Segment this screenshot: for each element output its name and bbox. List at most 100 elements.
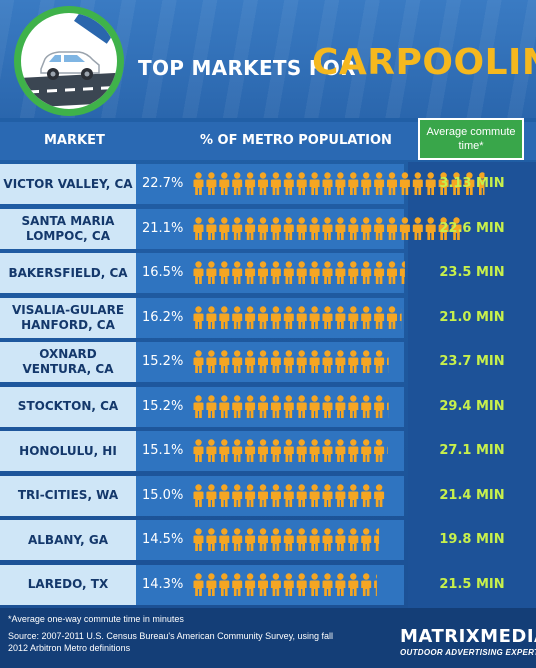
person-icon [219,305,230,329]
person-icon [219,572,230,596]
person-icon [193,483,204,507]
person-icon [374,483,385,507]
person-icon [348,439,359,462]
person-icon [335,216,346,240]
person-icon [296,528,307,551]
person-icon [232,261,243,284]
person-icon [232,394,243,418]
person-icon [451,172,462,195]
person-icon [348,305,359,329]
person-icon [296,305,307,329]
person-icon [361,305,372,329]
person-icon [245,172,256,195]
person-icon [361,572,372,596]
person-icon [374,439,385,462]
person-icon [232,439,243,462]
person-icon [322,261,333,284]
person-icon [270,483,281,507]
person-icon [335,528,346,551]
person-icon [206,572,217,596]
market-name: BAKERSFIELD, CA [0,253,136,293]
pct-cell [136,208,404,249]
person-icon [219,394,230,418]
person-icon [387,172,397,195]
market-name: LAREDO, TX [0,564,136,605]
person-icon [348,572,359,596]
person-icon [309,305,320,329]
person-icon [245,483,256,507]
person-icon [374,172,385,195]
person-icon-bar [193,350,389,373]
market-name: SANTA MARIA LOMPOC, CA [0,208,136,249]
table-row: TRI-CITIES, WA 15.0% 21.4 MIN [0,475,536,516]
person-icon [335,394,346,418]
brand-tagline: OUTDOOR ADVERTISING EXPERTS [400,648,536,657]
person-icon-bar [193,572,377,596]
person-icon [412,216,423,240]
person-icon [245,350,256,373]
person-icon [206,439,217,462]
person-icon [322,216,333,240]
person-icon [258,483,268,507]
person-icon [374,528,380,551]
pct-label: 14.5% [142,532,184,547]
pct-label: 16.2% [142,309,184,325]
market-name: OXNARD VENTURA, CA [0,342,136,382]
person-icon [232,528,243,551]
person-icon [219,216,230,240]
person-icon [193,216,204,240]
person-icon [348,528,359,551]
person-icon [348,483,359,507]
person-icon [193,261,204,284]
pct-label: 15.2% [142,354,184,369]
person-icon [193,439,204,462]
person-icon [232,350,243,373]
person-icon [193,172,204,195]
table-row: ALBANY, GA 14.5% 19.8 MIN [0,520,536,560]
person-icon [296,439,307,462]
person-icon [374,261,385,284]
person-icon-bar [193,305,402,329]
person-icon [322,483,333,507]
person-icon [283,172,294,195]
person-icon [258,572,268,596]
market-name: VICTOR VALLEY, CA [0,164,136,204]
pct-label: 15.0% [142,487,184,503]
pct-cell [136,386,404,427]
person-icon [219,483,230,507]
person-icon [335,483,346,507]
person-icon [451,216,462,240]
person-icon [477,172,485,195]
person-icon [258,305,268,329]
pct-cell [136,253,404,293]
person-icon [283,350,294,373]
person-icon [245,261,256,284]
person-icon [374,350,385,373]
person-icon [412,172,423,195]
person-icon [258,172,268,195]
person-icon [219,261,230,284]
person-icon [335,261,346,284]
column-header-commute: Average commute time* [418,118,524,160]
person-icon [283,572,294,596]
person-icon-bar [193,439,388,462]
person-icon [361,439,372,462]
person-icon [348,172,359,195]
person-icon [232,572,243,596]
person-icon [399,216,410,240]
car-icon [40,51,100,80]
person-icon [322,394,333,418]
commute-time: 3.13 MIN [439,176,505,191]
person-icon [206,216,217,240]
person-icon [258,439,268,462]
person-icon [219,350,230,373]
person-icon [387,216,397,240]
person-icon [270,172,281,195]
person-icon [387,357,389,365]
person-icon [309,572,320,596]
person-icon [206,172,217,195]
person-icon [245,305,256,329]
person-icon [309,528,320,551]
person-icon [270,216,281,240]
person-icon-bar [193,528,380,551]
